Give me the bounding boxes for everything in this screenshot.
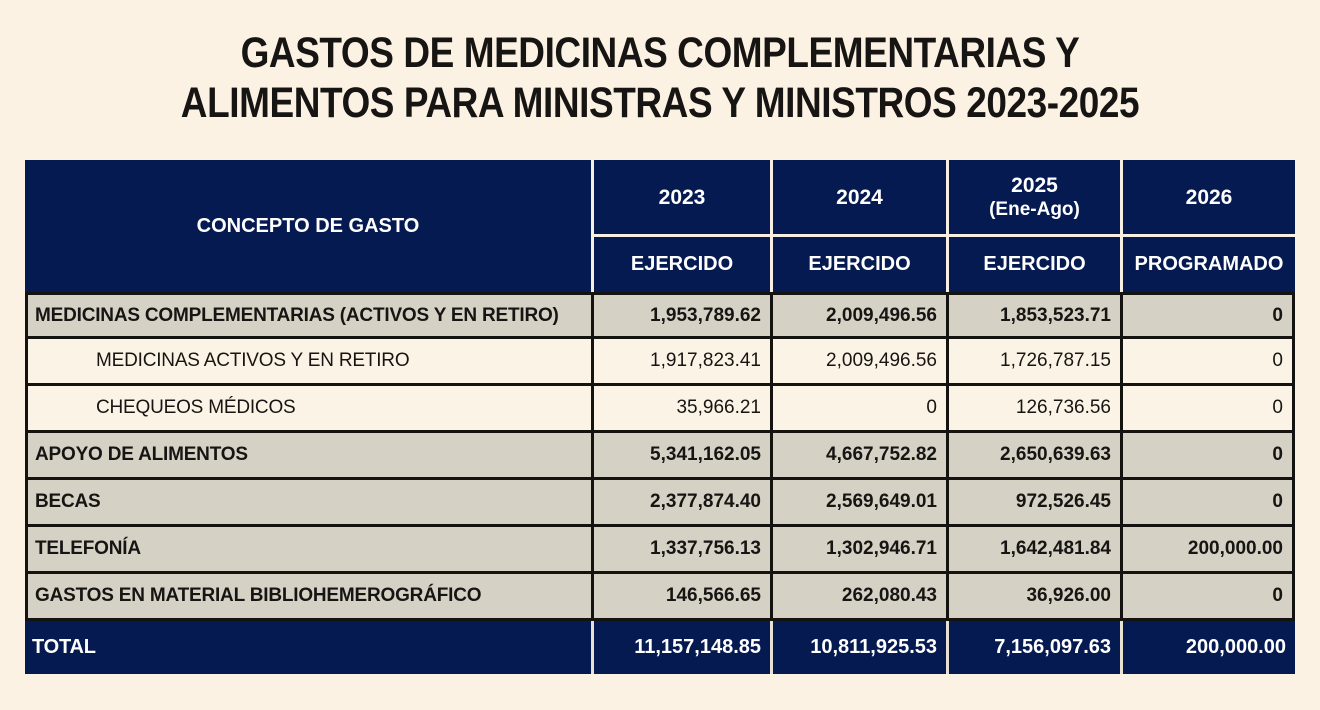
total-label-cell: TOTAL xyxy=(25,621,594,674)
row-label-cell: APOYO DE ALIMENTOS xyxy=(25,433,594,480)
year-label: 2025 xyxy=(1011,174,1058,197)
value-cell: 35,966.21 xyxy=(594,386,773,433)
year-header-cell: 2023 xyxy=(594,160,773,237)
value-cell: 36,926.00 xyxy=(949,574,1123,621)
year-label: 2026 xyxy=(1185,185,1233,209)
value-cell: 0 xyxy=(1123,480,1295,527)
total-value-cell: 200,000.00 xyxy=(1123,621,1295,674)
row-label-cell: TELEFONÍA xyxy=(25,527,594,574)
row-label-cell: CHEQUEOS MÉDICOS xyxy=(25,386,594,433)
value-cell: 146,566.65 xyxy=(594,574,773,621)
total-value-cell: 11,157,148.85 xyxy=(594,621,773,674)
value-cell: 0 xyxy=(773,386,949,433)
value-cell: 126,736.56 xyxy=(949,386,1123,433)
value-cell: 0 xyxy=(1123,574,1295,621)
title-line-2: ALIMENTOS PARA MINISTRAS Y MINISTROS 202… xyxy=(180,79,1140,127)
concept-header-cell: CONCEPTO DE GASTO xyxy=(25,160,594,292)
value-cell: 2,569,649.01 xyxy=(773,480,949,527)
row-label-cell: BECAS xyxy=(25,480,594,527)
row-label-cell: MEDICINAS ACTIVOS Y EN RETIRO xyxy=(25,339,594,386)
value-cell: 5,341,162.05 xyxy=(594,433,773,480)
value-cell: 1,302,946.71 xyxy=(773,527,949,574)
year-label: 2023 xyxy=(658,185,706,209)
value-cell: 972,526.45 xyxy=(949,480,1123,527)
value-cell: 1,953,789.62 xyxy=(594,292,773,339)
value-cell: 2,650,639.63 xyxy=(949,433,1123,480)
year-header-cell: 2025 (Ene-Ago) xyxy=(949,160,1123,237)
year-label: 2024 xyxy=(836,185,883,209)
value-cell: 1,726,787.15 xyxy=(949,339,1123,386)
value-cell: 2,009,496.56 xyxy=(773,339,949,386)
value-cell: 0 xyxy=(1123,433,1295,480)
page-title: GASTOS DE MEDICINAS COMPLEMENTARIAS Y AL… xyxy=(0,28,1320,128)
subheader-cell: EJERCIDO xyxy=(949,237,1123,292)
value-cell: 1,337,756.13 xyxy=(594,527,773,574)
value-cell: 1,917,823.41 xyxy=(594,339,773,386)
subheader-cell: PROGRAMADO xyxy=(1123,237,1295,292)
row-label-cell: GASTOS EN MATERIAL BIBLIOHEMEROGRÁFICO xyxy=(25,574,594,621)
year-header-cell: 2024 xyxy=(773,160,949,237)
value-cell: 0 xyxy=(1123,292,1295,339)
expense-table: CONCEPTO DE GASTO 2023 EJERCIDO 2024 EJERCID… xyxy=(25,160,1295,674)
subheader-cell: EJERCIDO xyxy=(773,237,949,292)
value-cell: 0 xyxy=(1123,386,1295,433)
value-cell: 1,853,523.71 xyxy=(949,292,1123,339)
value-cell: 0 xyxy=(1123,339,1295,386)
row-label-cell: MEDICINAS COMPLEMENTARIAS (ACTIVOS Y EN … xyxy=(25,292,594,339)
value-cell: 1,642,481.84 xyxy=(949,527,1123,574)
subheader-cell: EJERCIDO xyxy=(594,237,773,292)
value-cell: 4,667,752.82 xyxy=(773,433,949,480)
year-header-cell: 2026 xyxy=(1123,160,1295,237)
value-cell: 2,009,496.56 xyxy=(773,292,949,339)
value-cell: 2,377,874.40 xyxy=(594,480,773,527)
title-line-1: GASTOS DE MEDICINAS COMPLEMENTARIAS Y xyxy=(240,29,1080,77)
value-cell: 200,000.00 xyxy=(1123,527,1295,574)
total-value-cell: 10,811,925.53 xyxy=(773,621,949,674)
year-note: (Ene-Ago) xyxy=(989,199,1080,220)
total-value-cell: 7,156,097.63 xyxy=(949,621,1123,674)
value-cell: 262,080.43 xyxy=(773,574,949,621)
